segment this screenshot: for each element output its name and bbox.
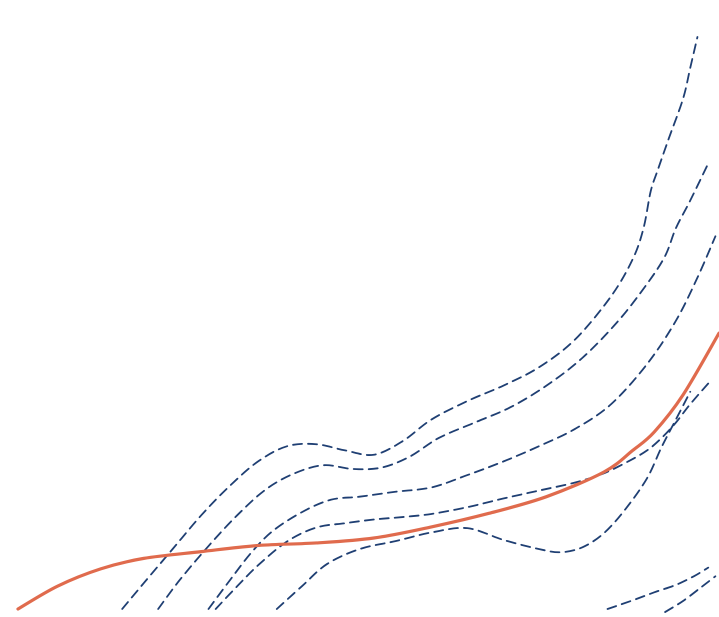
dashed-series-line-5 [275,390,692,610]
solid-series-line [16,331,719,611]
dashed-series-line-1 [121,36,699,610]
dashed-series-line-4 [214,378,713,610]
dashed-series-line-7 [664,575,717,613]
dashed-series-line-2 [157,162,710,610]
dashed-series-line-6 [606,566,710,610]
dashed-series-line-3 [207,235,717,610]
series-layer [16,36,719,613]
